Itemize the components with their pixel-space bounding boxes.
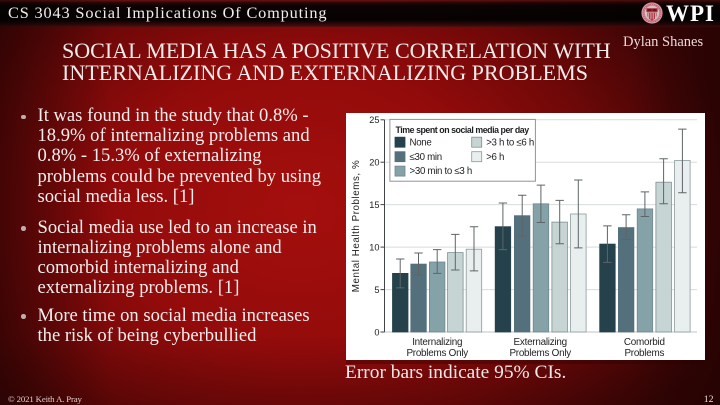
svg-text:Externalizing: Externalizing	[514, 337, 567, 348]
svg-text:≤30 min: ≤30 min	[410, 152, 442, 163]
svg-text:Problems Only: Problems Only	[406, 348, 468, 359]
svg-text:Mental Health Problems, %: Mental Health Problems, %	[351, 160, 362, 292]
svg-text:>6 h: >6 h	[486, 152, 504, 163]
svg-text:10: 10	[369, 242, 379, 252]
svg-text:>30 min to ≤3 h: >30 min to ≤3 h	[410, 166, 472, 177]
svg-text:5: 5	[374, 285, 379, 295]
svg-text:None: None	[410, 137, 432, 148]
svg-text:20: 20	[369, 158, 379, 168]
svg-text:15: 15	[369, 200, 379, 210]
svg-text:Internalizing: Internalizing	[412, 337, 462, 348]
svg-text:Time spent on social media per: Time spent on social media per day	[396, 125, 530, 135]
svg-text:Problems: Problems	[624, 348, 664, 359]
svg-text:Problems Only: Problems Only	[509, 348, 571, 359]
svg-text:25: 25	[369, 115, 379, 125]
svg-text:>3 h to ≤6 h: >3 h to ≤6 h	[486, 137, 534, 148]
svg-text:0: 0	[374, 327, 379, 337]
svg-text:Comorbid: Comorbid	[624, 337, 665, 348]
